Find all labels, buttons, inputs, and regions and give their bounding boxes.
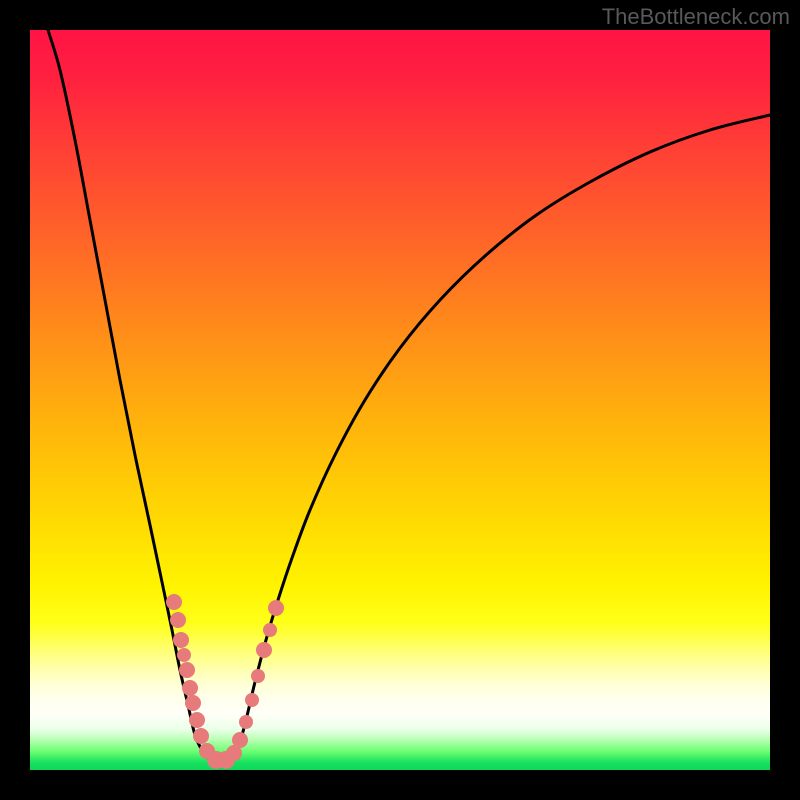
chart-canvas bbox=[0, 0, 800, 800]
data-marker bbox=[173, 632, 189, 648]
data-marker bbox=[239, 715, 253, 729]
data-marker bbox=[232, 732, 248, 748]
data-marker bbox=[179, 662, 195, 678]
data-marker bbox=[185, 695, 201, 711]
data-marker bbox=[263, 623, 277, 637]
chart-background bbox=[30, 30, 770, 770]
data-marker bbox=[193, 728, 209, 744]
data-marker bbox=[251, 669, 265, 683]
bottleneck-chart: TheBottleneck.com bbox=[0, 0, 800, 800]
data-marker bbox=[166, 594, 182, 610]
data-marker bbox=[245, 693, 259, 707]
data-marker bbox=[182, 680, 198, 696]
data-marker bbox=[268, 600, 284, 616]
data-marker bbox=[177, 648, 191, 662]
data-marker bbox=[170, 612, 186, 628]
watermark-text: TheBottleneck.com bbox=[602, 4, 790, 30]
data-marker bbox=[189, 712, 205, 728]
data-marker bbox=[256, 642, 272, 658]
